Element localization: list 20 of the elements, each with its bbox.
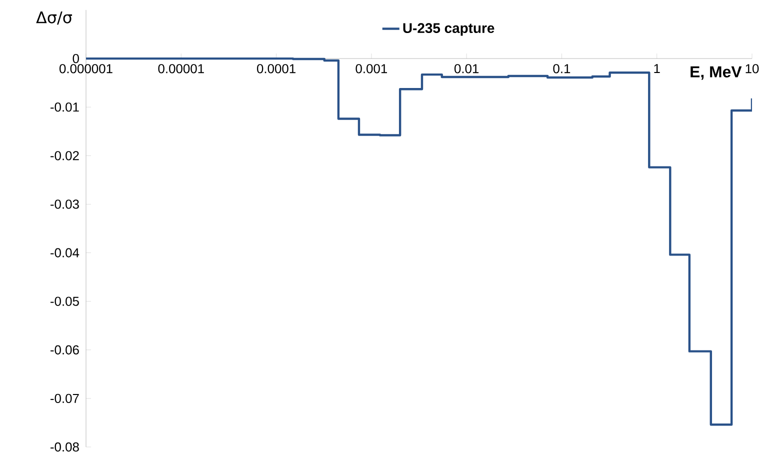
y-tick-label: -0.06: [50, 345, 79, 354]
y-tick-label: -0.04: [50, 248, 80, 258]
y-tick-label: -0.03: [50, 200, 79, 209]
y-tick-label: -0.07: [50, 394, 79, 404]
x-tick-label: 0.001: [356, 64, 388, 74]
y-tick-label: 0: [72, 54, 79, 64]
x-tick-label: 10: [746, 64, 759, 74]
x-axis-title: E, MeV: [690, 66, 742, 80]
x-tick-label: 0.00001: [158, 64, 204, 74]
x-tick-label: 0.000001: [59, 64, 112, 74]
legend-label: U-235 capture: [403, 23, 494, 36]
y-axis-title: Δσ/σ: [36, 12, 72, 25]
y-tick-label: -0.02: [50, 151, 79, 160]
x-tick-label: 1: [654, 64, 660, 73]
y-tick-label: -0.08: [50, 442, 79, 452]
x-tick-label: 0.1: [553, 64, 570, 74]
y-tick-label: -0.01: [50, 102, 79, 112]
x-tick-label: 0.0001: [256, 64, 296, 74]
x-tick-label: 0.01: [454, 64, 479, 74]
y-tick-label: -0.05: [50, 296, 79, 306]
